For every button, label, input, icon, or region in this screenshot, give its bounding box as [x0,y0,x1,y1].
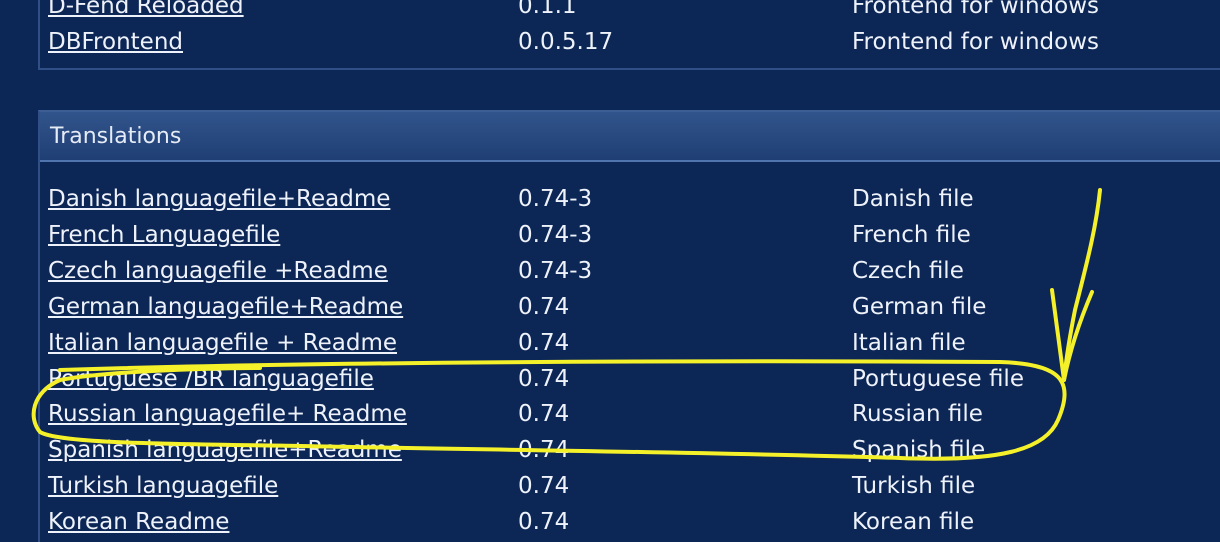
section-title: Translations [50,124,181,149]
name-link[interactable]: German languagefile+Readme [48,293,403,321]
name-link[interactable]: Spanish languagefile+Readme [48,436,402,464]
description: Frontend for windows [852,0,1099,20]
description: Spanish file [852,436,985,464]
version: 0.74-3 [518,221,592,249]
version: 0.74-3 [518,185,592,213]
description: Turkish file [852,472,975,500]
name-link[interactable]: Portuguese /BR languagefile [48,365,374,393]
version: 0.0.5.17 [518,28,613,56]
name-link[interactable]: DBFrontend [48,28,183,56]
name-link[interactable]: Russian languagefile+ Readme [48,400,407,428]
description: Portuguese file [852,365,1024,393]
version: 0.74 [518,508,569,536]
version: 0.74 [518,329,569,357]
description: Danish file [852,185,974,213]
name-link[interactable]: Korean Readme [48,508,229,536]
description: Czech file [852,257,964,285]
name-link[interactable]: Turkish languagefile [48,472,278,500]
page: Translations D-Fend Reloaded 0.1.1 Fronten… [0,0,1220,530]
description: Frontend for windows [852,28,1099,56]
description: German file [852,293,986,321]
version: 0.74 [518,436,569,464]
name-link[interactable]: Italian languagefile + Readme [48,329,397,357]
section-header: Translations [40,112,1220,162]
version: 0.74 [518,400,569,428]
version: 0.1.1 [518,0,577,20]
description: Italian file [852,329,966,357]
version: 0.74 [518,365,569,393]
description: Korean file [852,508,974,536]
description: French file [852,221,971,249]
name-link[interactable]: D-Fend Reloaded [48,0,244,20]
name-link[interactable]: French Languagefile [48,221,280,249]
version: 0.74 [518,472,569,500]
description: Russian file [852,400,983,428]
name-link[interactable]: Danish languagefile+Readme [48,185,390,213]
version: 0.74-3 [518,257,592,285]
name-link[interactable]: Czech languagefile +Readme [48,257,388,285]
version: 0.74 [518,293,569,321]
